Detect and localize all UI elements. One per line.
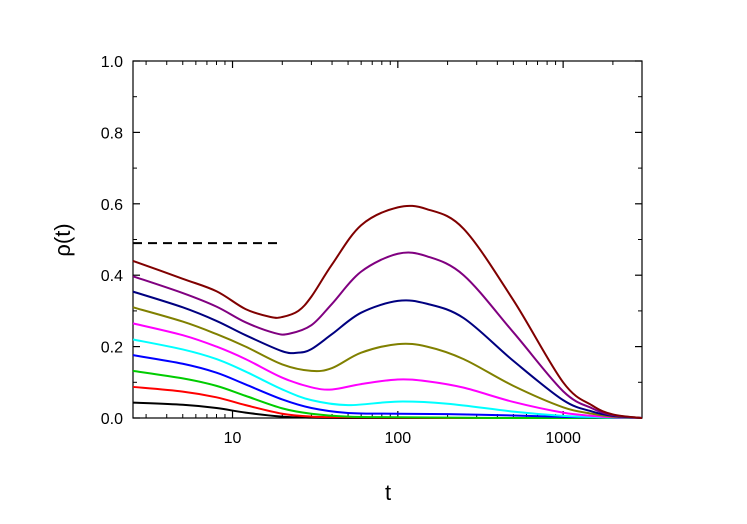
series-line-6: [132, 322, 643, 419]
series-line-5: [132, 338, 643, 419]
series-line-10: [132, 204, 643, 419]
y-tick-label: 0.2: [101, 340, 123, 357]
series-line-8: [132, 290, 643, 419]
y-tick-label: 0.8: [101, 125, 123, 142]
series-line-7: [132, 306, 643, 419]
x-tick-label: 1000: [545, 430, 581, 447]
x-tick-label: 10: [224, 430, 242, 447]
y-tick-label: 1.0: [101, 54, 123, 71]
y-tick-label: 0.6: [101, 197, 123, 214]
x-axis-title: t: [385, 480, 391, 505]
y-axis-title: ρ(t): [50, 223, 75, 256]
x-tick-label: 100: [384, 430, 411, 447]
series-line-9: [132, 251, 643, 419]
plot-frame: [132, 60, 643, 419]
y-tick-label: 0.4: [101, 268, 123, 285]
y-tick-label: 0.0: [101, 411, 123, 428]
